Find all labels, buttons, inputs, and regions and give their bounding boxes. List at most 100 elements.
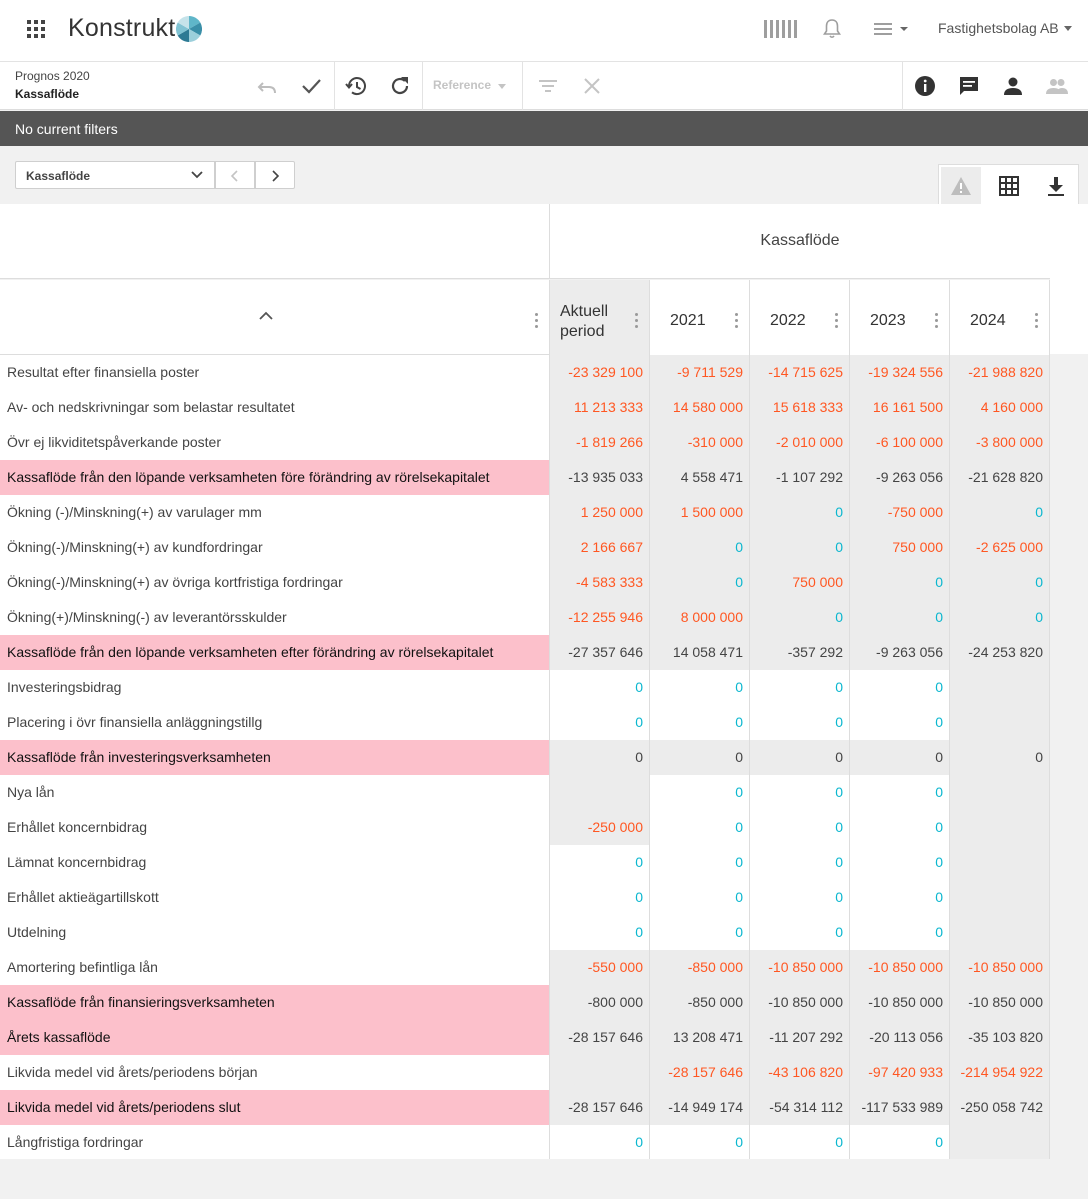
value-cell[interactable]	[950, 705, 1050, 740]
value-cell[interactable]: 1 500 000	[650, 495, 750, 530]
undo-icon[interactable]	[255, 74, 279, 98]
value-cell[interactable]: 0	[650, 705, 750, 740]
reference-select[interactable]: Reference	[433, 78, 492, 92]
value-cell[interactable]: -550 000	[550, 950, 650, 985]
confirm-check-icon[interactable]	[299, 74, 323, 98]
refresh-icon[interactable]	[388, 74, 412, 98]
table-grid-icon[interactable]	[998, 175, 1020, 197]
value-cell[interactable]: -19 324 556	[850, 355, 950, 390]
value-cell[interactable]: 0	[750, 880, 850, 915]
main-menu-icon[interactable]	[874, 21, 910, 37]
value-cell[interactable]: 0	[850, 880, 950, 915]
value-cell[interactable]: 0	[850, 565, 950, 600]
value-cell[interactable]: 0	[750, 705, 850, 740]
value-cell[interactable]: 0	[650, 915, 750, 950]
value-cell[interactable]: 14 580 000	[650, 390, 750, 425]
value-cell[interactable]: 0	[750, 600, 850, 635]
value-cell[interactable]: 15 618 333	[750, 390, 850, 425]
value-cell[interactable]: -12 255 946	[550, 600, 650, 635]
value-cell[interactable]: -6 100 000	[850, 425, 950, 460]
value-cell[interactable]: 0	[650, 775, 750, 810]
value-cell[interactable]: 11 213 333	[550, 390, 650, 425]
value-cell[interactable]	[550, 775, 650, 810]
column-header[interactable]: 2024	[950, 280, 1050, 355]
value-cell[interactable]: 0	[850, 600, 950, 635]
value-cell[interactable]: 0	[750, 670, 850, 705]
column-header[interactable]: 2021	[650, 280, 750, 355]
value-cell[interactable]: -1 819 266	[550, 425, 650, 460]
value-cell[interactable]: -23 329 100	[550, 355, 650, 390]
company-caret-icon[interactable]	[1064, 26, 1072, 31]
value-cell[interactable]: 0	[950, 495, 1050, 530]
value-cell[interactable]	[950, 810, 1050, 845]
clear-filter-icon[interactable]	[580, 74, 604, 98]
user-icon[interactable]	[1001, 74, 1025, 98]
collapse-up-icon[interactable]	[259, 311, 273, 321]
filter-icon[interactable]	[536, 74, 560, 98]
value-cell[interactable]: -750 000	[850, 495, 950, 530]
value-cell[interactable]	[950, 670, 1050, 705]
value-cell[interactable]: 8 000 000	[650, 600, 750, 635]
column-menu-icon[interactable]	[835, 313, 839, 329]
column-menu-icon[interactable]	[635, 313, 639, 329]
column-menu-icon[interactable]	[735, 313, 739, 329]
value-cell[interactable]: 750 000	[750, 565, 850, 600]
value-cell[interactable]: 0	[850, 810, 950, 845]
barcode-icon[interactable]	[764, 20, 798, 38]
value-cell[interactable]: 0	[550, 845, 650, 880]
value-cell[interactable]: 0	[750, 530, 850, 565]
value-cell[interactable]: -43 106 820	[750, 1055, 850, 1090]
value-cell[interactable]: 16 161 500	[850, 390, 950, 425]
value-cell[interactable]: 0	[850, 915, 950, 950]
value-cell[interactable]: 0	[750, 915, 850, 950]
value-cell[interactable]: 0	[550, 1125, 650, 1160]
value-cell[interactable]: -28 157 646	[650, 1055, 750, 1090]
previous-button[interactable]	[215, 161, 255, 189]
value-cell[interactable]: 0	[650, 880, 750, 915]
value-cell[interactable]: -10 850 000	[850, 950, 950, 985]
value-cell[interactable]: -10 850 000	[950, 950, 1050, 985]
value-cell[interactable]: -21 988 820	[950, 355, 1050, 390]
value-cell[interactable]: 0	[850, 845, 950, 880]
next-button[interactable]	[255, 161, 295, 189]
apps-grid-icon[interactable]	[27, 20, 45, 38]
company-selector[interactable]: Fastighetsbolag AB	[938, 20, 1059, 36]
value-cell[interactable]: 0	[550, 670, 650, 705]
column-menu-icon[interactable]	[535, 313, 539, 329]
comments-icon[interactable]	[957, 74, 981, 98]
value-cell[interactable]: 0	[850, 775, 950, 810]
value-cell[interactable]	[550, 1055, 650, 1090]
reference-caret-icon[interactable]	[498, 84, 506, 89]
value-cell[interactable]: 0	[750, 1125, 850, 1160]
value-cell[interactable]: 0	[850, 705, 950, 740]
value-cell[interactable]: 0	[550, 705, 650, 740]
value-cell[interactable]: 0	[650, 670, 750, 705]
column-menu-icon[interactable]	[1035, 313, 1039, 329]
value-cell[interactable]: -850 000	[650, 950, 750, 985]
value-cell[interactable]: 0	[650, 845, 750, 880]
value-cell[interactable]: 1 250 000	[550, 495, 650, 530]
value-cell[interactable]: 0	[550, 880, 650, 915]
breadcrumb-parent[interactable]: Prognos 2020	[15, 69, 90, 83]
value-cell[interactable]: 0	[750, 495, 850, 530]
value-cell[interactable]: -10 850 000	[750, 950, 850, 985]
value-cell[interactable]: 0	[950, 565, 1050, 600]
column-header[interactable]: 2023	[850, 280, 950, 355]
value-cell[interactable]: 750 000	[850, 530, 950, 565]
info-icon[interactable]	[913, 74, 937, 98]
value-cell[interactable]: 0	[950, 600, 1050, 635]
value-cell[interactable]: 0	[650, 565, 750, 600]
column-header[interactable]: Aktuell period	[550, 280, 650, 355]
value-cell[interactable]: 0	[750, 810, 850, 845]
value-cell[interactable]: -97 420 933	[850, 1055, 950, 1090]
value-cell[interactable]: -4 583 333	[550, 565, 650, 600]
value-cell[interactable]	[950, 915, 1050, 950]
value-cell[interactable]	[950, 845, 1050, 880]
value-cell[interactable]: 0	[850, 670, 950, 705]
download-icon[interactable]	[1045, 175, 1067, 197]
value-cell[interactable]	[950, 1125, 1050, 1160]
history-icon[interactable]	[344, 74, 368, 98]
value-cell[interactable]: 0	[550, 915, 650, 950]
value-cell[interactable]: -3 800 000	[950, 425, 1050, 460]
value-cell[interactable]: 0	[850, 1125, 950, 1160]
